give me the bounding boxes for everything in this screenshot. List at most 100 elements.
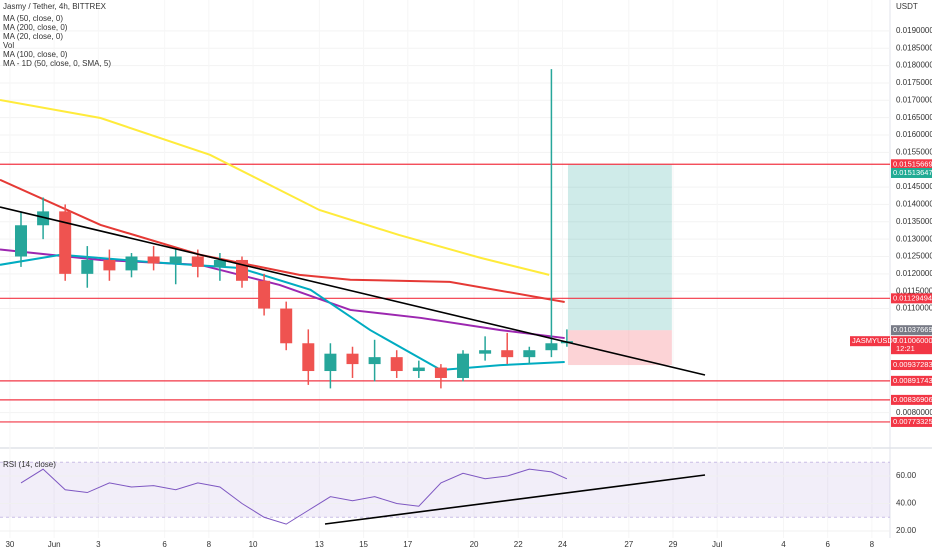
candle-body xyxy=(523,350,536,358)
ma-line xyxy=(0,178,565,303)
ma-line xyxy=(0,98,550,276)
price-label: 0.01037669 xyxy=(893,325,932,334)
price-label-box xyxy=(891,394,932,405)
rsi-trendline xyxy=(324,474,706,525)
candle-body xyxy=(258,280,271,309)
x-tick-label: 4 xyxy=(781,540,786,549)
x-tick-label: 13 xyxy=(315,540,324,549)
price-label: 0.00891743 xyxy=(893,376,932,385)
x-tick-label: 6 xyxy=(825,540,830,549)
countdown: 12:21 xyxy=(896,344,915,353)
rsi-title: RSI (14, close) xyxy=(3,460,56,469)
candle-body xyxy=(324,353,337,372)
price-label-box xyxy=(891,375,932,386)
unit: USDT xyxy=(896,2,918,11)
ma-line xyxy=(0,253,565,372)
price-label-box xyxy=(891,159,932,170)
loss-zone xyxy=(567,330,672,366)
price-label: 0.00773325 xyxy=(893,417,932,426)
price-label: 0.00836906 xyxy=(893,395,932,404)
x-tick-label: 20 xyxy=(470,540,479,549)
price-label-box xyxy=(891,167,932,178)
candle-body xyxy=(14,225,27,257)
candle-body xyxy=(368,357,381,365)
x-tick-label: 29 xyxy=(669,540,678,549)
price-label: 0.00937283 xyxy=(893,360,932,369)
price-label: 0.01515669 xyxy=(893,159,932,168)
x-tick-label: 10 xyxy=(249,540,258,549)
candle-body xyxy=(103,259,116,271)
rsi-tick-label: 60.00 xyxy=(896,471,917,480)
candle-body xyxy=(191,256,204,267)
profit-zone xyxy=(567,164,672,331)
candle-body xyxy=(125,256,138,271)
legend-entry: MA (50, close, 0) xyxy=(3,14,63,23)
trendline xyxy=(0,206,706,376)
x-tick-label: 17 xyxy=(403,540,412,549)
candle-body xyxy=(390,357,403,372)
x-tick-label: 8 xyxy=(207,540,212,549)
candle-body xyxy=(280,308,293,344)
x-tick-label: 15 xyxy=(359,540,368,549)
x-tick-label: 30 xyxy=(5,540,14,549)
candle-body xyxy=(412,367,425,372)
rsi-line xyxy=(20,468,568,525)
candle-body xyxy=(169,256,182,264)
x-tick-label: 27 xyxy=(624,540,633,549)
legend-entry: Vol xyxy=(3,41,14,50)
candle-body xyxy=(81,259,94,274)
legend-entry: MA (200, close, 0) xyxy=(3,23,68,32)
candle-body xyxy=(302,343,315,372)
candle-body xyxy=(346,353,359,365)
price-label-box xyxy=(891,360,932,371)
candle-body xyxy=(213,259,226,267)
candle-body xyxy=(479,350,492,354)
legend-entry: MA (100, close, 0) xyxy=(3,50,68,59)
x-tick-label: 3 xyxy=(96,540,101,549)
x-tick-label: Jul xyxy=(712,540,722,549)
candle-body xyxy=(147,256,160,264)
x-tick-label: Jun xyxy=(48,540,61,549)
last-price-box xyxy=(891,336,932,355)
last-price: 0.01006000 xyxy=(893,336,932,345)
rsi-tick-label: 20.00 xyxy=(896,526,917,535)
main-pane xyxy=(0,30,890,532)
x-tick-label: 6 xyxy=(162,540,167,549)
candle-body xyxy=(37,211,50,226)
price-label-box xyxy=(891,293,932,304)
rsi-tick-label: 40.00 xyxy=(896,499,917,508)
x-tick-label: 22 xyxy=(514,540,523,549)
symbol: JASMYUSDT xyxy=(852,336,898,345)
candle-body xyxy=(501,350,514,358)
candle-body xyxy=(434,367,447,378)
price-label-box xyxy=(891,325,932,336)
ma-line xyxy=(0,248,565,340)
price-label-box xyxy=(891,416,932,427)
symbol-box xyxy=(850,336,890,347)
legend-entry: MA (20, close, 0) xyxy=(3,32,63,41)
legend-entry: MA - 1D (50, close, 0, SMA, 5) xyxy=(3,59,111,68)
candle-body xyxy=(457,353,470,378)
candle-body xyxy=(545,343,558,351)
price-label: 0.01129494 xyxy=(893,293,932,302)
candle-body xyxy=(59,211,72,274)
y-tick-label: 0.01900000 xyxy=(896,26,932,35)
